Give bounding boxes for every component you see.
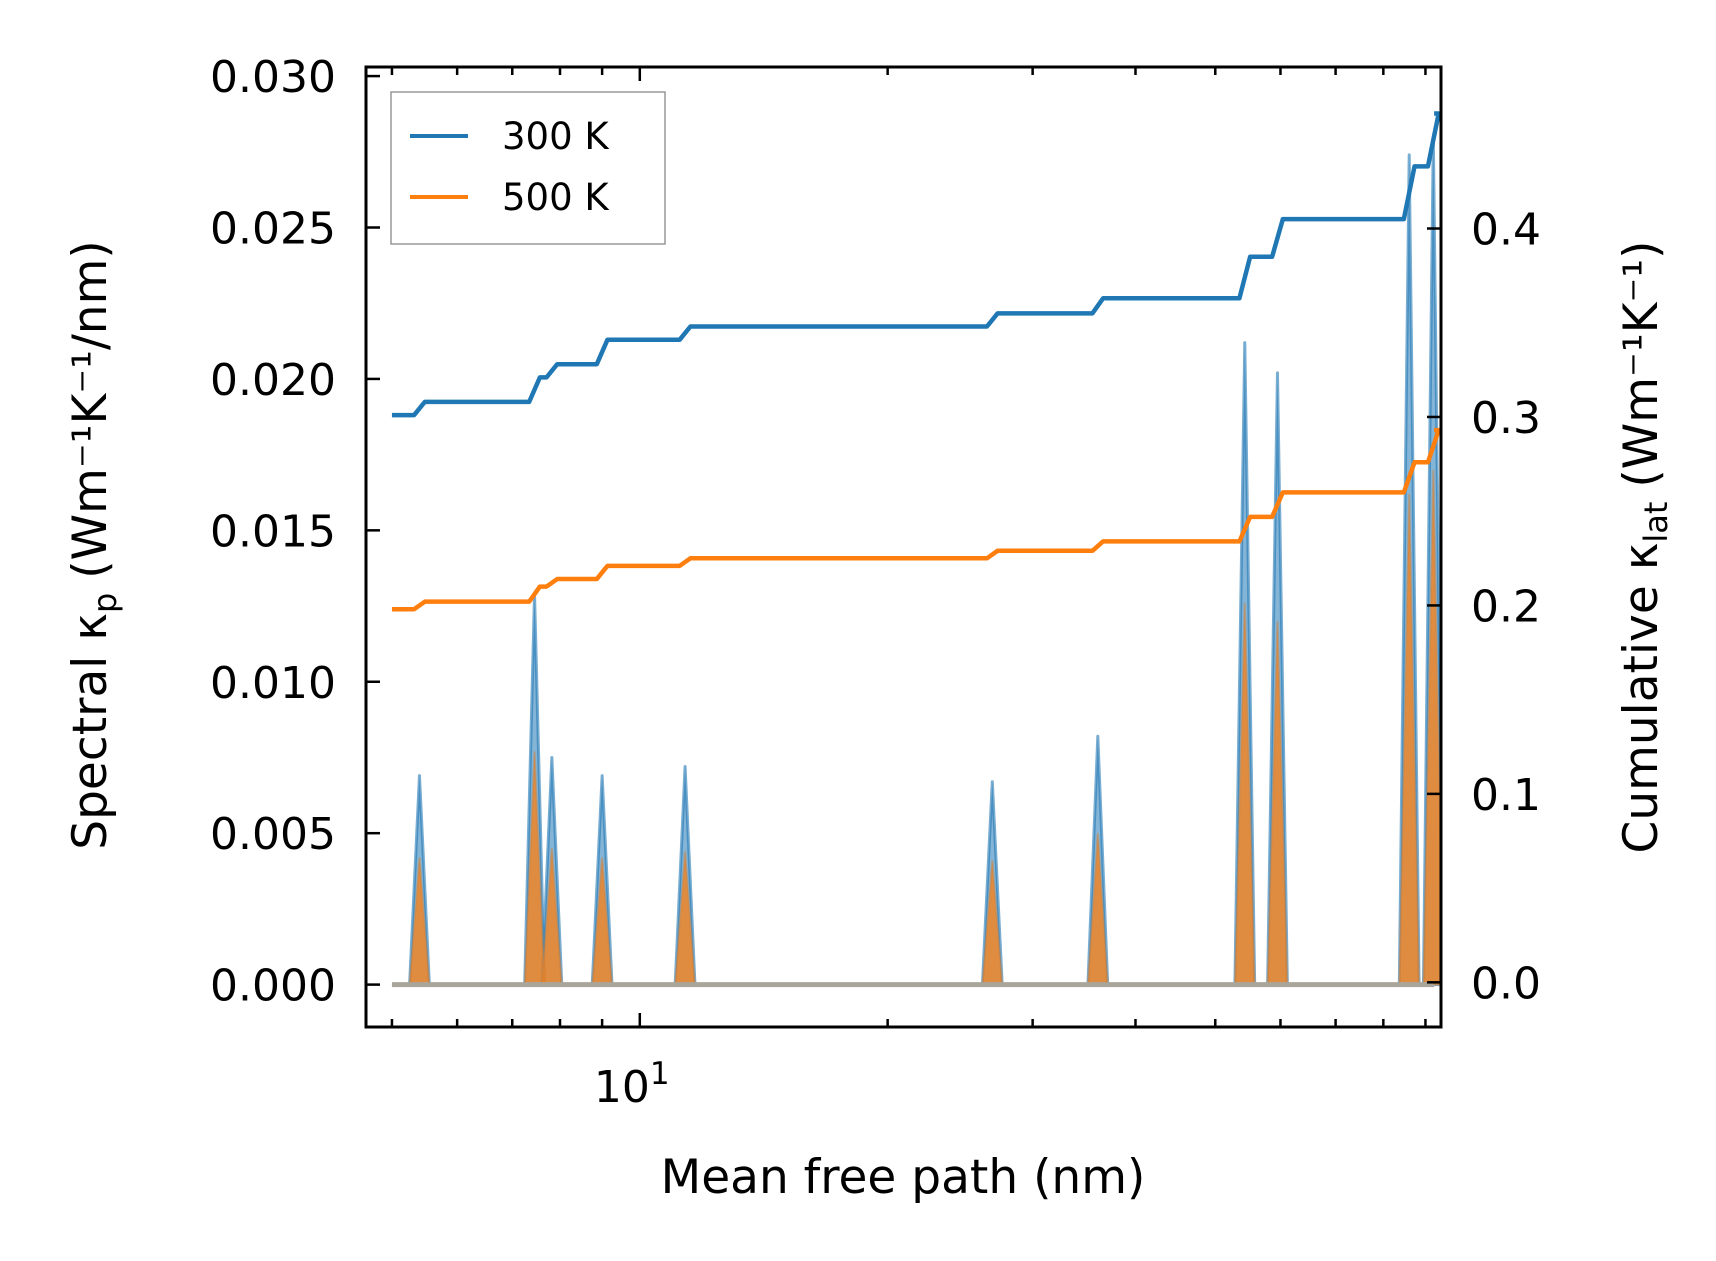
plot-frame [364,65,1443,1029]
y-right-tick-label: 0.2 [1471,581,1541,632]
y-right-tick-label: 0.4 [1471,205,1541,256]
y-left-tick-label: 0.030 [210,52,336,103]
y-left-label-unit: (Wm⁻¹K⁻¹/nm) [63,240,118,578]
y-right-axis-label: Cumulative κlat (Wm⁻¹K⁻¹) [1614,240,1675,853]
legend: 300 K 500 K [390,91,666,245]
cumulative-line-300k [391,111,1441,418]
y-left-label-sub: p [86,593,124,613]
y-right-tick-label: 0.0 [1471,958,1541,1009]
cumulative-line-500k [391,427,1441,612]
labels-layer: 0.000 0.005 0.010 0.015 0.020 0.025 0.030 0.0 0.… [210,52,1541,1113]
y-right-label-unit: (Wm⁻¹K⁻¹) [1614,240,1669,487]
legend-label-300k: 300 K [502,115,610,158]
y-left-label-main: Spectral κ [63,613,118,850]
y-left-tick-label: 0.015 [210,506,336,557]
y-left-tick-label: 0.000 [210,961,336,1012]
cumulative-layer [391,111,1441,612]
ticks-layer [366,67,1441,1027]
y-left-tick-label: 0.025 [210,204,336,255]
x-tick-label-exponent: 1 [650,1056,670,1092]
y-left-tick-label: 0.005 [210,809,336,860]
spectral-layer [391,135,1441,988]
legend-label-500k: 500 K [502,176,610,219]
y-right-tick-label: 0.3 [1471,393,1541,444]
x-axis-label: Mean free path (nm) [661,1150,1146,1205]
y-left-axis-label: Spectral κp (Wm⁻¹K⁻¹/nm) [63,240,124,849]
y-right-label-main: Cumulative κ [1614,543,1669,854]
y-left-tick-label: 0.020 [210,355,336,406]
legend-box [390,91,666,245]
y-right-tick-label: 0.1 [1471,770,1541,821]
x-tick-label-base: 10 [594,1062,650,1113]
y-right-label-sub: lat [1637,502,1675,543]
y-left-tick-label: 0.010 [210,658,336,709]
x-tick-label: 101 [594,1056,670,1113]
